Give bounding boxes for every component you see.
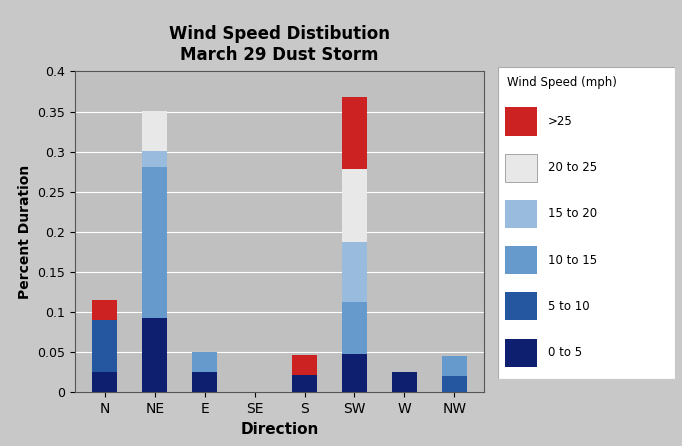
Bar: [292, 375, 317, 392]
Text: >25: >25: [548, 115, 572, 128]
Bar: [442, 376, 466, 392]
Text: 0 to 5: 0 to 5: [548, 346, 582, 359]
Y-axis label: Percent Duration: Percent Duration: [18, 165, 32, 299]
Bar: [192, 372, 218, 392]
Bar: [93, 300, 117, 320]
FancyBboxPatch shape: [505, 107, 537, 136]
Bar: [192, 352, 218, 372]
FancyBboxPatch shape: [498, 67, 675, 379]
Text: 20 to 25: 20 to 25: [548, 161, 597, 174]
Bar: [292, 355, 317, 375]
FancyBboxPatch shape: [505, 339, 537, 367]
Text: 5 to 10: 5 to 10: [548, 300, 589, 313]
Bar: [342, 169, 367, 242]
Title: Wind Speed Distibution
March 29 Dust Storm: Wind Speed Distibution March 29 Dust Sto…: [169, 25, 390, 64]
Text: Wind Speed (mph): Wind Speed (mph): [507, 76, 617, 89]
Bar: [143, 111, 167, 151]
Bar: [342, 302, 367, 354]
FancyBboxPatch shape: [505, 246, 537, 274]
Bar: [392, 372, 417, 392]
Bar: [342, 354, 367, 392]
Bar: [143, 318, 167, 392]
Bar: [143, 151, 167, 167]
Bar: [342, 97, 367, 169]
Text: 10 to 15: 10 to 15: [548, 254, 597, 267]
X-axis label: Direction: Direction: [241, 422, 318, 437]
Bar: [143, 167, 167, 318]
Bar: [93, 320, 117, 372]
FancyBboxPatch shape: [505, 154, 537, 182]
FancyBboxPatch shape: [505, 200, 537, 228]
Bar: [93, 372, 117, 392]
Text: 15 to 20: 15 to 20: [548, 207, 597, 220]
FancyBboxPatch shape: [505, 292, 537, 320]
Bar: [342, 242, 367, 302]
Bar: [442, 356, 466, 376]
